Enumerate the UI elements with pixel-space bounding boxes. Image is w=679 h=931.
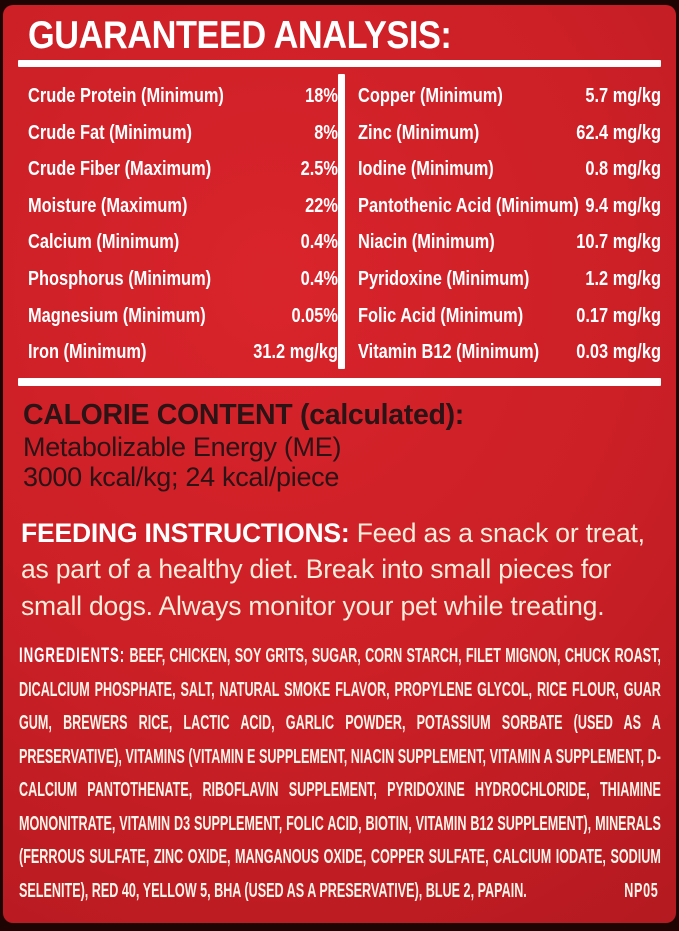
nutrient-value: 8% (314, 120, 338, 144)
nutrient-value: 0.05% (291, 303, 338, 327)
nutrient-value: 10.7 mg/kg (576, 230, 661, 254)
analysis-row: Crude Fat (Minimum) 8% (28, 115, 338, 152)
analysis-column-left-content: Crude Protein (Minimum) 18% Crude Fat (M… (28, 72, 338, 371)
nutrient-value: 1.2 mg/kg (585, 266, 661, 290)
calorie-content-section: CALORIE CONTENT (calculated): Metaboliza… (23, 399, 658, 492)
nutrient-value: 9.4 mg/kg (585, 193, 661, 217)
divider-vertical (338, 74, 345, 369)
feeding-instructions-label: FEEDING INSTRUCTIONS: (21, 517, 350, 548)
nutrient-value: 0.8 mg/kg (585, 157, 661, 181)
label-background: GUARANTEED ANALYSIS: Crude Protein (Mini… (3, 5, 676, 923)
analysis-row: Iron (Minimum) 31.2 mg/kg (28, 334, 338, 371)
analysis-row: Crude Fiber (Maximum) 2.5% (28, 151, 338, 188)
analysis-row: Pantothenic Acid (Minimum) 9.4 mg/kg (358, 188, 661, 225)
nutrient-value: 62.4 mg/kg (576, 120, 661, 144)
nutrient-label: Pyridoxine (Minimum) (358, 266, 530, 290)
nutrient-value: 0.17 mg/kg (576, 303, 661, 327)
analysis-row: Calcium (Minimum) 0.4% (28, 224, 338, 261)
analysis-row: Niacin (Minimum) 10.7 mg/kg (358, 224, 661, 261)
divider-horizontal-top (18, 60, 661, 67)
ingredients-text: BEEF, CHICKEN, SOY GRITS, SUGAR, CORN ST… (19, 645, 661, 902)
nutrient-label: Zinc (Minimum) (358, 120, 480, 144)
nutrient-value: 0.4% (300, 230, 338, 254)
analysis-row: Magnesium (Minimum) 0.05% (28, 298, 338, 335)
nutrient-label: Niacin (Minimum) (358, 230, 495, 254)
feeding-instructions-text: Feed as a snack or treat, as part of a h… (21, 517, 645, 621)
analysis-column-right: Copper (Minimum) 5.7 mg/kg Zinc (Minimum… (345, 72, 661, 371)
analysis-column-right-content: Copper (Minimum) 5.7 mg/kg Zinc (Minimum… (358, 72, 661, 371)
nutrient-label: Moisture (Maximum) (28, 193, 188, 217)
ingredients-label: INGREDIENTS: (19, 644, 126, 668)
nutrient-value: 5.7 mg/kg (585, 84, 661, 107)
nutrient-value: 31.2 mg/kg (253, 340, 338, 364)
ingredients-section: INGREDIENTS: BEEF, CHICKEN, SOY GRITS, S… (19, 639, 661, 908)
analysis-row: Vitamin B12 (Minimum) 0.03 mg/kg (358, 334, 661, 371)
nutrient-value: 0.03 mg/kg (576, 340, 661, 364)
nutrient-value: 2.5% (300, 157, 338, 181)
analysis-row: Pyridoxine (Minimum) 1.2 mg/kg (358, 261, 661, 298)
divider-horizontal-bottom (18, 377, 661, 386)
nutrient-label: Magnesium (Minimum) (28, 303, 206, 327)
nutrient-label: Phosphorus (Minimum) (28, 266, 212, 290)
guaranteed-analysis-title: GUARANTEED ANALYSIS: (28, 14, 452, 57)
ingredients-paragraph: INGREDIENTS: BEEF, CHICKEN, SOY GRITS, S… (19, 639, 661, 908)
analysis-row: Copper (Minimum) 5.7 mg/kg (358, 78, 661, 115)
feeding-instructions-section: FEEDING INSTRUCTIONS: Feed as a snack or… (21, 515, 646, 625)
nutrient-value: 0.4% (300, 266, 338, 290)
nutrient-label: Copper (Minimum) (358, 84, 503, 107)
nutrient-label: Iron (Minimum) (28, 340, 147, 364)
nutrient-label: Folic Acid (Minimum) (358, 303, 524, 327)
metabolizable-energy-line: Metabolizable Energy (ME) (23, 431, 342, 462)
nutrient-label: Iodine (Minimum) (358, 157, 494, 181)
analysis-column-left: Crude Protein (Minimum) 18% Crude Fat (M… (28, 72, 338, 371)
feeding-instructions-paragraph: FEEDING INSTRUCTIONS: Feed as a snack or… (21, 515, 646, 625)
analysis-row: Folic Acid (Minimum) 0.17 mg/kg (358, 298, 661, 335)
nutrient-label: Crude Fat (Minimum) (28, 120, 192, 144)
analysis-row: Iodine (Minimum) 0.8 mg/kg (358, 151, 661, 188)
nutrient-label: Crude Fiber (Maximum) (28, 157, 212, 181)
nutrient-label: Pantothenic Acid (Minimum) (358, 193, 579, 217)
guaranteed-analysis-table: Crude Protein (Minimum) 18% Crude Fat (M… (28, 72, 661, 371)
analysis-row: Zinc (Minimum) 62.4 mg/kg (358, 115, 661, 152)
nutrient-label: Calcium (Minimum) (28, 230, 180, 254)
analysis-row: Moisture (Maximum) 22% (28, 188, 338, 225)
analysis-row: Crude Protein (Minimum) 18% (28, 78, 338, 115)
product-code: NP05 (624, 879, 659, 902)
nutrient-label: Vitamin B12 (Minimum) (358, 340, 540, 364)
analysis-row: Phosphorus (Minimum) 0.4% (28, 261, 338, 298)
calorie-content-title: CALORIE CONTENT (calculated): (23, 398, 464, 431)
nutrient-value: 22% (305, 193, 338, 217)
kcal-values-line: 3000 kcal/kg; 24 kcal/piece (23, 461, 340, 492)
nutrient-value: 18% (305, 84, 338, 107)
nutrient-label: Crude Protein (Minimum) (28, 84, 224, 107)
